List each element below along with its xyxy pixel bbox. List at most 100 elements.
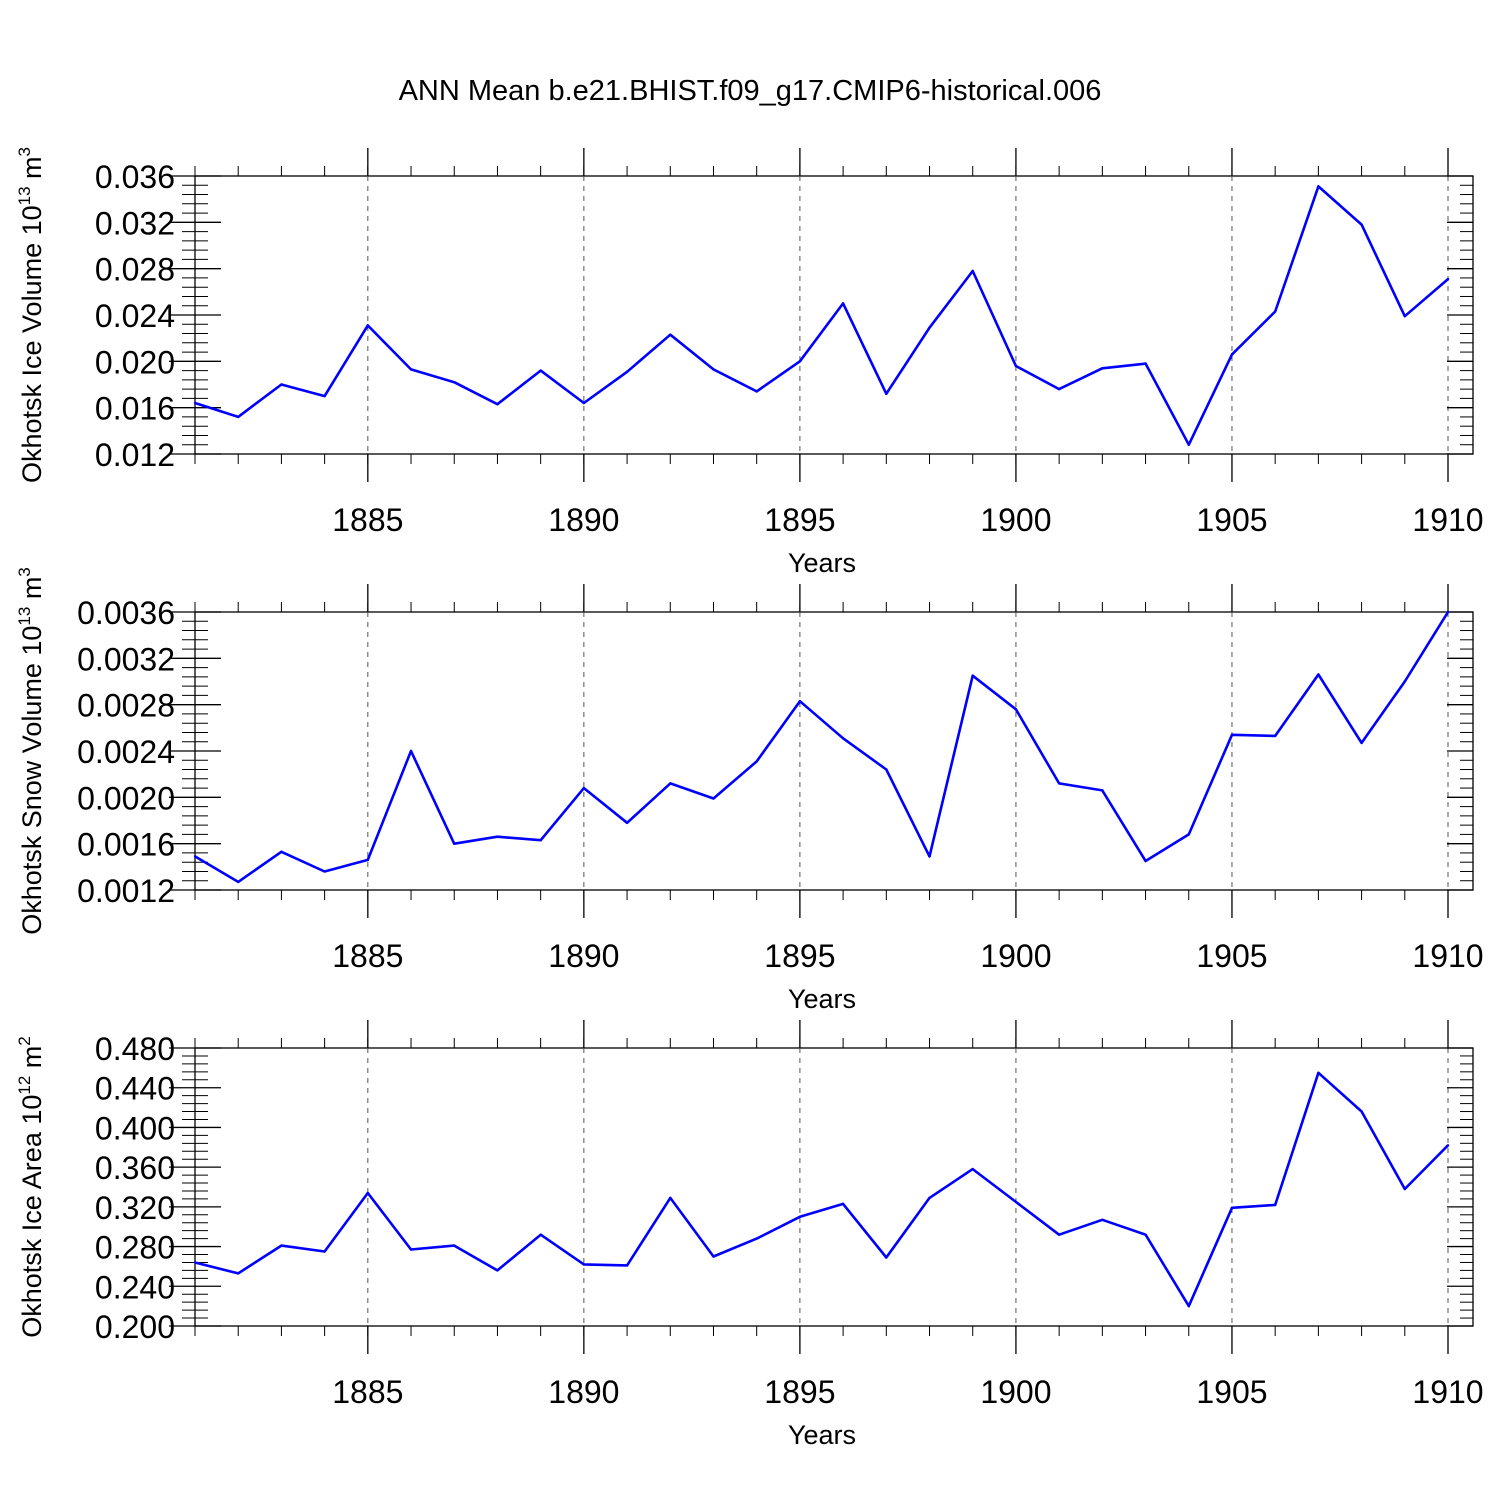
y-tick-label: 0.200 <box>95 1309 175 1345</box>
data-point <box>409 749 413 753</box>
data-point <box>453 1244 456 1247</box>
y-tick-label: 0.480 <box>95 1031 175 1067</box>
y-tick-label: 0.280 <box>95 1230 175 1266</box>
data-point <box>366 858 370 862</box>
data-point <box>193 855 197 858</box>
data-point <box>1360 1110 1363 1113</box>
data-point <box>755 1237 758 1240</box>
y-tick-label: 0.0012 <box>77 873 175 909</box>
data-point <box>582 1263 586 1266</box>
data-point <box>1360 223 1363 226</box>
data-point <box>366 1191 370 1195</box>
y-tick-label: 0.032 <box>95 205 175 241</box>
x-tick-label: 1885 <box>332 938 403 974</box>
data-point <box>669 1196 672 1200</box>
data-point <box>928 855 931 858</box>
x-axis-title: Years <box>788 1420 856 1450</box>
data-point <box>928 1196 931 1200</box>
data-point <box>1144 362 1147 365</box>
data-point <box>1014 708 1018 711</box>
data-point <box>625 821 629 825</box>
y-tick-label: 0.0036 <box>77 595 175 631</box>
data-point <box>1144 859 1147 863</box>
y-tick-label: 0.0028 <box>77 688 175 724</box>
data-point <box>366 324 370 327</box>
data-point <box>669 782 672 785</box>
data-point <box>798 699 802 703</box>
data-point <box>280 1244 283 1247</box>
data-point <box>755 390 758 393</box>
data-point <box>323 394 326 398</box>
data-point <box>971 269 974 273</box>
data-point <box>1187 833 1190 836</box>
data-point <box>453 842 456 845</box>
plot-frame <box>194 1047 1474 1327</box>
data-point <box>1014 364 1018 368</box>
data-point <box>1317 673 1320 676</box>
y-tick-label: 0.0020 <box>77 780 175 816</box>
y-tick-label: 0.0016 <box>77 827 175 863</box>
data-point <box>1230 1206 1234 1210</box>
data-point <box>582 401 586 405</box>
data-point <box>1317 185 1320 188</box>
data-point <box>841 737 845 740</box>
data-point <box>237 1272 240 1275</box>
data-point <box>841 302 845 305</box>
data-point <box>755 760 758 763</box>
x-tick-label: 1895 <box>764 502 835 538</box>
y-tick-label: 0.028 <box>95 252 175 288</box>
data-point <box>885 392 888 395</box>
series-line <box>194 611 1450 884</box>
y-tick-label: 0.400 <box>95 1110 175 1146</box>
data-point <box>323 870 326 873</box>
x-tick-label: 1890 <box>548 938 619 974</box>
x-tick-label: 1885 <box>332 502 403 538</box>
y-tick-label: 0.0032 <box>77 641 175 677</box>
x-tick-label: 1910 <box>1412 1374 1483 1410</box>
y-tick-label: 0.440 <box>95 1071 175 1107</box>
data-point <box>1187 443 1190 446</box>
x-tick-label: 1890 <box>548 1374 619 1410</box>
data-point <box>237 415 240 419</box>
panel-1: 1885 1890 1895 1900 1905 1910 0.012 0.016 0.020 0… <box>15 147 1484 578</box>
data-point <box>971 1167 974 1171</box>
data-point <box>1273 1203 1277 1207</box>
data-point <box>625 370 629 373</box>
panel-2: 1885 1890 1895 1900 1905 1910 0.0012 0.0016 0.00… <box>15 567 1484 1014</box>
data-point <box>1057 1233 1061 1236</box>
x-tick-label: 1900 <box>980 1374 1051 1410</box>
x-tick-label: 1895 <box>764 1374 835 1410</box>
x-tick-label: 1885 <box>332 1374 403 1410</box>
data-point <box>582 786 586 790</box>
data-point <box>625 1264 629 1267</box>
data-point <box>1057 782 1061 785</box>
data-point <box>280 383 283 386</box>
x-tick-label: 1905 <box>1196 938 1267 974</box>
data-point <box>1317 1071 1320 1075</box>
data-point <box>409 1248 413 1251</box>
series-line <box>194 185 1449 447</box>
data-point <box>1273 734 1277 738</box>
data-point <box>712 797 715 800</box>
data-point <box>841 1202 845 1206</box>
x-axis-title: Years <box>788 548 856 578</box>
data-point <box>1446 1144 1450 1147</box>
y-tick-label: 0.024 <box>95 298 175 334</box>
data-point <box>539 369 542 372</box>
y-tick-label: 0.360 <box>95 1150 175 1186</box>
data-point <box>1360 741 1363 745</box>
y-tick-label: 0.020 <box>95 344 175 380</box>
x-tick-label: 1900 <box>980 502 1051 538</box>
data-point <box>1403 680 1406 683</box>
data-point <box>1101 367 1104 370</box>
data-point <box>453 380 456 384</box>
data-point <box>539 838 542 842</box>
data-point <box>280 850 283 853</box>
x-tick-label: 1895 <box>764 938 835 974</box>
y-tick-label: 0.0024 <box>77 734 175 770</box>
x-tick-label: 1905 <box>1196 1374 1267 1410</box>
data-point <box>712 1255 715 1258</box>
data-point <box>323 1250 326 1253</box>
data-point <box>539 1233 542 1236</box>
